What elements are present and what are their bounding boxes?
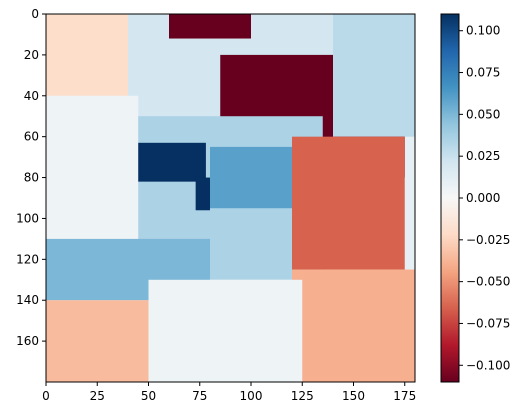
colorbar-tick-label: −0.075 [466, 316, 510, 330]
heatmap-region-dark-blue-small [195, 177, 210, 211]
heatmap-region-left-mid-pale [46, 95, 139, 260]
colorbar-ticks: 0.100 0.075 0.050 0.025 0.000 −0.025 −0.050 −0.… [459, 24, 510, 372]
colorbar-tick-label: 0.050 [466, 107, 500, 121]
colorbar-tick-label: −0.025 [466, 233, 510, 247]
heatmap-image [46, 14, 415, 382]
colorbar-gradient [440, 13, 460, 383]
y-tick-label: 160 [16, 334, 39, 348]
y-tick-label: 120 [16, 252, 39, 266]
x-tick-label: 50 [141, 389, 156, 403]
heatmap-region-right-orange-block [292, 136, 405, 270]
x-tick-label: 0 [42, 389, 50, 403]
y-axis: 0 20 40 60 80 100 120 140 160 [16, 7, 46, 348]
x-tick-label: 125 [291, 389, 314, 403]
colorbar-tick-label: −0.100 [466, 358, 510, 372]
colorbar-tick-label: 0.100 [466, 24, 500, 38]
heatmap-region-dark-blue-block [138, 142, 206, 182]
y-tick-label: 20 [24, 48, 39, 62]
x-tick-label: 100 [240, 389, 263, 403]
plot-frame [45, 13, 416, 383]
heatmap-region-top-dark-red [169, 14, 251, 39]
heatmap-region-right-pale [333, 14, 415, 137]
x-tick-label: 175 [393, 389, 416, 403]
colorbar-tick-label: 0.025 [466, 149, 500, 163]
heatmap-region-right-bottom-orange [292, 269, 415, 382]
y-tick-label: 140 [16, 293, 39, 307]
colorbar-tick-label: 0.000 [466, 191, 500, 205]
y-tick-label: 0 [31, 7, 39, 21]
x-tick-label: 75 [192, 389, 207, 403]
colorbar-tick-label: 0.075 [466, 66, 500, 80]
y-tick-label: 40 [24, 89, 39, 103]
colorbar: 0.100 0.075 0.050 0.025 0.000 −0.025 −0.050 −0.… [440, 13, 510, 383]
heatmap-region-bottom-center-pale [148, 279, 303, 382]
y-tick-label: 100 [16, 211, 39, 225]
heatmap-region-mid-blue-block [210, 146, 292, 209]
x-tick-label: 150 [342, 389, 365, 403]
colorbar-tick-label: −0.050 [466, 275, 510, 289]
y-tick-label: 60 [24, 130, 39, 144]
y-tick-label: 80 [24, 171, 39, 185]
x-axis: 0 25 50 75 100 125 150 175 [42, 382, 416, 403]
x-tick-label: 25 [90, 389, 105, 403]
